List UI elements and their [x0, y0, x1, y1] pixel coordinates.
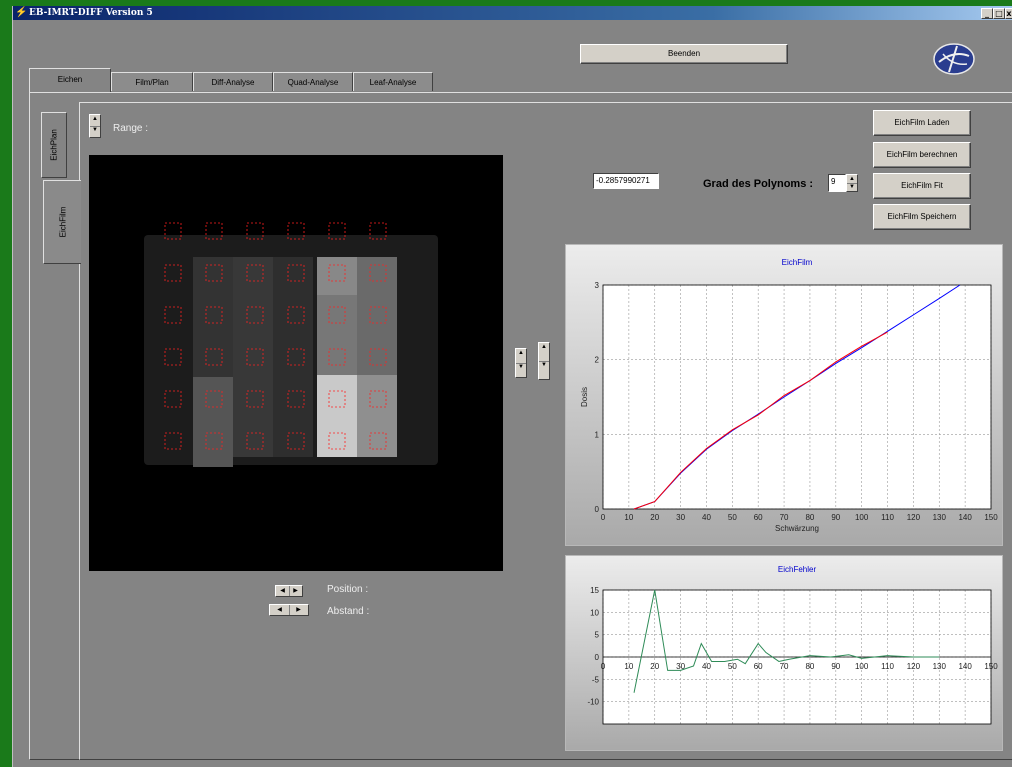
beenden-button[interactable]: Beenden	[580, 44, 788, 64]
x-tick-label: 80	[805, 513, 814, 522]
range-spinner[interactable]: ▲ ▼	[89, 114, 101, 138]
maximize-button[interactable]: □	[993, 8, 1005, 19]
image-right-up-icon[interactable]: ▲	[539, 343, 549, 362]
image-spinner-right[interactable]: ▲ ▼	[538, 342, 550, 380]
x-tick-label: 30	[676, 513, 685, 522]
range-down-icon[interactable]: ▼	[92, 127, 98, 133]
eichfehler-chart-box: EichFehler 0 10 20 30 40 50 60 70 80 90 100 110 120 13…	[565, 555, 1003, 751]
x-tick-label: 130	[933, 662, 947, 671]
polynom-spinner[interactable]: ▲ ▼	[846, 174, 858, 192]
x-tick-label: 60	[754, 513, 763, 522]
abstand-label: Abstand :	[327, 606, 370, 617]
x-tick-label: 110	[881, 662, 894, 671]
chart-title: EichFilm	[782, 258, 813, 267]
x-tick-label: 110	[881, 513, 894, 522]
abstand-left-icon[interactable]: ◀	[270, 605, 290, 615]
x-tick-label: 50	[728, 662, 737, 671]
logo-icon	[933, 43, 975, 75]
eichfilm-speichern-button[interactable]: EichFilm Speichern	[873, 204, 971, 230]
position-left-icon[interactable]: ◀	[276, 586, 290, 596]
eichfilm-chart-box: EichFilm 0 10 20 30 40 50 60 70 80 90 100 110 120 130 1…	[565, 244, 1003, 546]
image-spinner-left[interactable]: ▲ ▼	[515, 348, 527, 378]
x-tick-label: 140	[958, 662, 972, 671]
abstand-spinner[interactable]: ◀ ▶	[269, 604, 309, 616]
y-tick-label: -10	[587, 698, 599, 707]
x-axis-label: Schwärzung	[775, 524, 819, 533]
y-tick-label: 0	[595, 653, 600, 662]
tab-quad-analyse[interactable]: Quad-Analyse	[273, 72, 353, 91]
tab-leaf-analyse[interactable]: Leaf-Analyse	[353, 72, 433, 91]
fit-value-field[interactable]: -0.2857990271	[593, 173, 659, 189]
polynom-up-icon[interactable]: ▲	[847, 175, 857, 184]
x-tick-label: 130	[933, 513, 947, 522]
image-left-down-icon[interactable]: ▼	[518, 364, 524, 370]
app-icon: ⚡	[15, 7, 28, 18]
x-tick-label: 40	[702, 513, 711, 522]
side-tab-eichplan[interactable]: EichPlan	[41, 112, 67, 178]
y-tick-label: 10	[590, 608, 599, 617]
x-tick-label: 90	[831, 662, 840, 671]
film-image[interactable]	[89, 155, 503, 571]
tab-film-plan[interactable]: Film/Plan	[111, 72, 193, 91]
y-tick-label: 1	[595, 430, 600, 439]
tab-eichen[interactable]: Eichen	[29, 68, 111, 92]
minimize-button[interactable]: _	[981, 8, 993, 19]
y-axis-label: Dosis	[580, 387, 589, 407]
x-tick-label: 10	[624, 513, 633, 522]
eichfilm-fit-button[interactable]: EichFilm Fit	[873, 173, 971, 199]
range-up-icon[interactable]: ▲	[90, 115, 100, 127]
eichfilm-laden-button[interactable]: EichFilm Laden	[873, 110, 971, 136]
x-tick-label: 20	[650, 513, 659, 522]
y-tick-label: 15	[590, 586, 599, 595]
plot-frame	[602, 284, 992, 510]
y-tick-label: -5	[592, 675, 600, 684]
x-tick-label: 50	[728, 513, 737, 522]
x-tick-label: 0	[601, 513, 606, 522]
x-tick-label: 100	[855, 662, 869, 671]
close-button[interactable]: x	[1005, 8, 1012, 19]
polynom-label: Grad des Polynoms :	[703, 178, 814, 190]
eichfilm-berechnen-button[interactable]: EichFilm berechnen	[873, 142, 971, 168]
x-tick-label: 30	[676, 662, 685, 671]
image-left-up-icon[interactable]: ▲	[516, 349, 526, 364]
position-spinner[interactable]: ◀ ▶	[275, 585, 303, 597]
position-right-icon[interactable]: ▶	[293, 588, 298, 594]
x-tick-label: 140	[958, 513, 972, 522]
position-label: Position :	[327, 584, 369, 595]
x-tick-label: 10	[624, 662, 633, 671]
abstand-right-icon[interactable]: ▶	[296, 607, 301, 613]
series-line-0	[633, 284, 961, 510]
x-tick-label: 70	[780, 513, 789, 522]
x-tick-label: 60	[754, 662, 763, 671]
tab-diff-analyse[interactable]: Diff-Analyse	[193, 72, 273, 91]
polynom-degree-field[interactable]: 9	[828, 174, 846, 192]
eichfehler-chart: EichFehler 0 10 20 30 40 50 60 70 80 90 100 110 120 13…	[587, 565, 998, 725]
x-tick-label: 20	[650, 662, 659, 671]
x-tick-label: 80	[805, 662, 814, 671]
y-tick-label: 3	[595, 281, 600, 290]
range-label: Range :	[113, 123, 149, 134]
x-tick-label: 150	[984, 513, 998, 522]
series-line-1	[633, 331, 888, 510]
polynom-down-icon[interactable]: ▼	[849, 184, 855, 190]
y-tick-label: 5	[595, 631, 600, 640]
x-tick-label: 90	[831, 513, 840, 522]
y-tick-label: 0	[595, 505, 600, 514]
series-line-0	[633, 589, 940, 693]
x-tick-label: 100	[855, 513, 869, 522]
eichfilm-area	[79, 102, 1012, 760]
window-title: EB-IMRT-DIFF Version 5	[29, 8, 153, 18]
x-tick-label: 120	[907, 662, 921, 671]
x-tick-label: 70	[780, 662, 789, 671]
app-window: ⚡ EB-IMRT-DIFF Version 5 _ □ x Beenden E…	[12, 6, 1012, 767]
plot-area	[603, 285, 991, 509]
y-tick-label: 2	[595, 356, 600, 365]
side-tab-eichfilm[interactable]: EichFilm	[43, 180, 81, 264]
x-tick-label: 120	[907, 513, 921, 522]
chart-title: EichFehler	[778, 565, 817, 574]
title-bar[interactable]: ⚡ EB-IMRT-DIFF Version 5 _ □ x	[13, 6, 1012, 20]
x-tick-label: 40	[702, 662, 711, 671]
image-right-down-icon[interactable]: ▼	[541, 362, 547, 368]
